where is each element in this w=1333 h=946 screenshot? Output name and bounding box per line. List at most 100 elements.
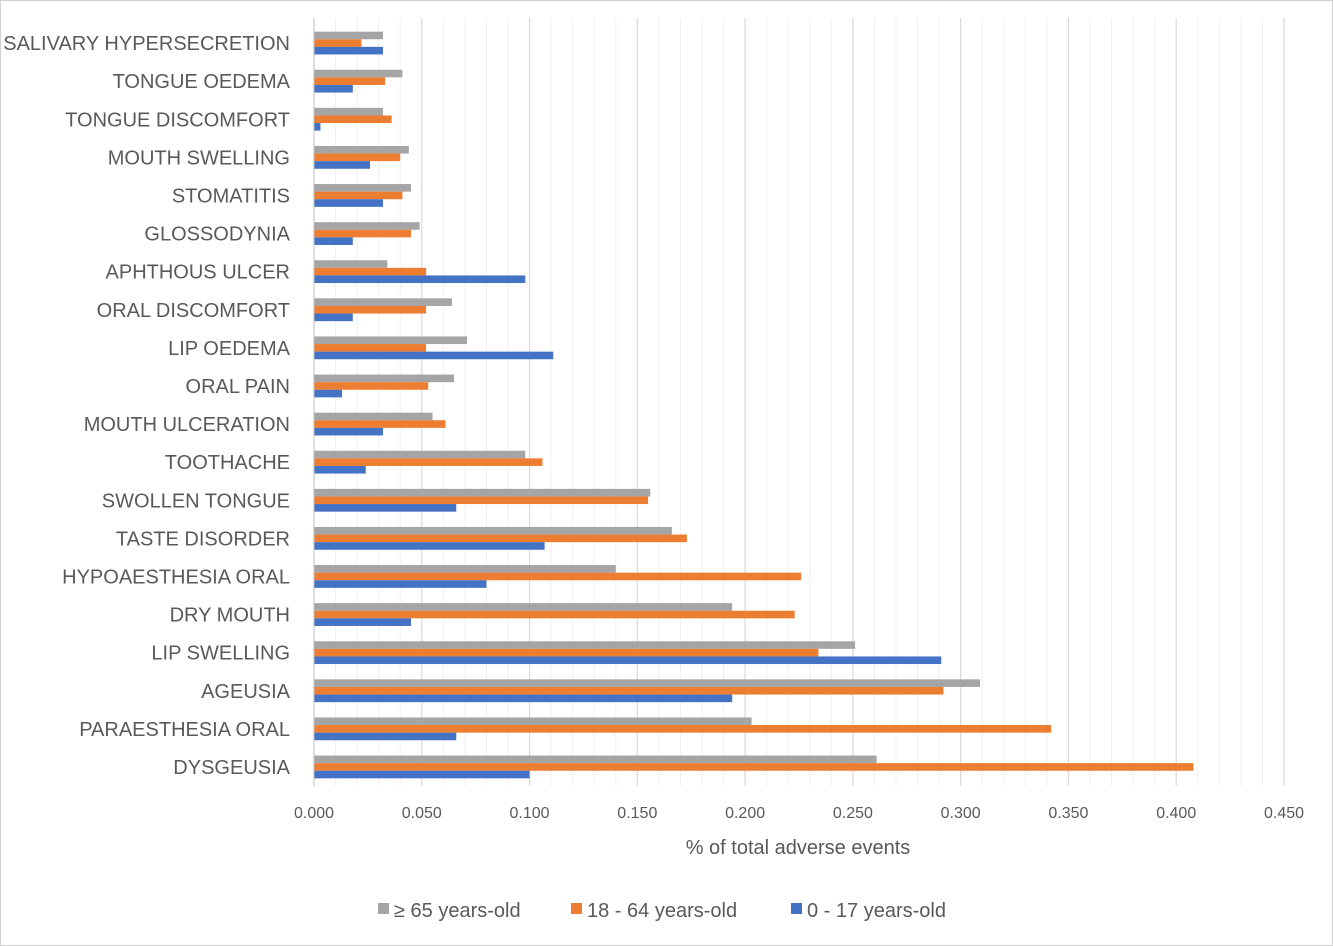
bar-salivary-hypersecretion-series-0	[314, 31, 383, 40]
category-labels: DYSGEUSIA PARAESTHESIA ORAL AGEUSIA LIP SWE…	[3, 33, 290, 779]
bar-dysgeusia-series-2	[314, 770, 530, 779]
bar-tongue-oedema-series-0	[314, 69, 403, 78]
x-tick-label: 0.450	[1264, 805, 1304, 822]
bar-dry-mouth-series-2	[314, 618, 411, 626]
bar-oral-pain-series-1	[314, 382, 429, 390]
bar-toothache-series-0	[314, 450, 526, 459]
x-tick-label: 0.100	[510, 805, 550, 822]
bar-mouth-swelling-series-1	[314, 153, 401, 162]
category-label: TASTE DISORDER	[116, 528, 290, 550]
x-tick-label: 0.250	[833, 805, 873, 822]
bar-dysgeusia-series-0	[314, 755, 877, 764]
bar-dysgeusia-series-1	[314, 763, 1194, 771]
x-axis-title: % of total adverse events	[686, 837, 911, 859]
bar-aphthous-ulcer-series-0	[314, 260, 388, 268]
bar-paraesthesia-oral-series-1	[314, 725, 1052, 733]
bar-tongue-oedema-series-1	[314, 77, 386, 85]
bar-tongue-discomfort-series-2	[314, 123, 321, 131]
bar-oral-discomfort-series-0	[314, 298, 452, 306]
category-label: APHTHOUS ULCER	[106, 262, 290, 284]
bar-ageusia-series-2	[314, 694, 733, 703]
category-label: STOMATITIS	[172, 185, 290, 207]
bar-salivary-hypersecretion-series-1	[314, 39, 362, 47]
bar-glossodynia-series-1	[314, 229, 411, 238]
bar-swollen-tongue-series-1	[314, 496, 649, 505]
bar-taste-disorder-series-1	[314, 534, 687, 543]
bar-stomatitis-series-1	[314, 191, 403, 200]
legend-swatch	[378, 903, 389, 914]
bar-lip-oedema-series-2	[314, 351, 554, 360]
bar-lip-swelling-series-0	[314, 641, 856, 649]
bar-oral-pain-series-0	[314, 374, 455, 383]
bar-toothache-series-2	[314, 465, 366, 474]
bar-aphthous-ulcer-series-1	[314, 267, 427, 276]
category-label: TOOTHACHE	[165, 452, 290, 474]
bar-tongue-oedema-series-2	[314, 84, 353, 93]
bar-dry-mouth-series-0	[314, 603, 733, 611]
x-tick-label: 0.000	[294, 805, 334, 822]
category-label: GLOSSODYNIA	[144, 224, 290, 246]
bar-ageusia-series-0	[314, 679, 981, 687]
legend-label: 0 - 17 years-old	[807, 900, 946, 922]
bar-toothache-series-1	[314, 458, 543, 466]
x-tick-label: 0.150	[617, 805, 657, 822]
bar-paraesthesia-oral-series-0	[314, 717, 752, 726]
bar-salivary-hypersecretion-series-2	[314, 46, 383, 55]
bar-tongue-discomfort-series-0	[314, 107, 383, 116]
category-label: ORAL PAIN	[186, 376, 290, 398]
bar-lip-swelling-series-1	[314, 648, 819, 657]
category-label: TONGUE OEDEMA	[113, 71, 291, 93]
legend: ≥ 65 years-old 18 - 64 years-old 0 - 17 ye…	[378, 900, 946, 922]
x-tick-label: 0.200	[725, 805, 765, 822]
bar-stomatitis-series-2	[314, 199, 383, 207]
bar-mouth-ulceration-series-2	[314, 427, 383, 436]
bar-aphthous-ulcer-series-2	[314, 275, 526, 284]
category-label: PARAESTHESIA ORAL	[79, 719, 290, 741]
x-tick-label: 0.350	[1048, 805, 1088, 822]
bar-stomatitis-series-0	[314, 184, 411, 192]
bar-dry-mouth-series-1	[314, 610, 795, 619]
bar-lip-oedema-series-1	[314, 344, 427, 352]
x-tick-label: 0.050	[402, 805, 442, 822]
category-label: MOUTH SWELLING	[108, 147, 290, 169]
bar-mouth-swelling-series-0	[314, 145, 409, 154]
category-label: LIP OEDEMA	[168, 338, 291, 360]
bar-paraesthesia-oral-series-2	[314, 732, 457, 741]
category-label: LIP SWELLING	[151, 643, 290, 665]
bar-glossodynia-series-0	[314, 222, 420, 230]
category-label: DRY MOUTH	[170, 605, 290, 627]
category-label: SALIVARY HYPERSECRETION	[3, 33, 290, 55]
category-label: DYSGEUSIA	[173, 757, 290, 779]
legend-label: ≥ 65 years-old	[394, 900, 521, 922]
bar-glossodynia-series-2	[314, 237, 353, 245]
x-tick-label: 0.300	[941, 805, 981, 822]
x-tick-label: 0.400	[1156, 805, 1196, 822]
category-label: SWOLLEN TONGUE	[102, 490, 290, 512]
bar-swollen-tongue-series-0	[314, 488, 651, 497]
category-label: HYPOAESTHESIA ORAL	[62, 566, 290, 588]
bar-hypoaesthesia-oral-series-1	[314, 572, 802, 581]
category-label: TONGUE DISCOMFORT	[65, 109, 290, 131]
category-label: MOUTH ULCERATION	[84, 414, 290, 436]
legend-swatch	[791, 903, 802, 914]
bar-lip-oedema-series-0	[314, 336, 468, 345]
bar-oral-discomfort-series-2	[314, 313, 353, 322]
bar-tongue-discomfort-series-1	[314, 115, 392, 124]
bar-oral-pain-series-2	[314, 389, 343, 398]
bar-hypoaesthesia-oral-series-2	[314, 580, 487, 588]
category-label: ORAL DISCOMFORT	[97, 300, 290, 322]
bar-hypoaesthesia-oral-series-0	[314, 565, 616, 573]
bar-taste-disorder-series-2	[314, 542, 545, 550]
legend-swatch	[571, 903, 582, 914]
bar-lip-swelling-series-2	[314, 656, 942, 665]
bar-taste-disorder-series-0	[314, 526, 672, 535]
bar-ageusia-series-1	[314, 686, 944, 695]
bar-swollen-tongue-series-2	[314, 504, 457, 512]
legend-label: 18 - 64 years-old	[587, 900, 737, 922]
category-label: AGEUSIA	[201, 681, 291, 703]
bar-oral-discomfort-series-1	[314, 305, 427, 314]
bar-mouth-ulceration-series-0	[314, 412, 433, 421]
x-tick-labels: 0.000 0.050 0.100 0.150 0.200 0.250 0.300 0.350…	[294, 805, 1304, 822]
